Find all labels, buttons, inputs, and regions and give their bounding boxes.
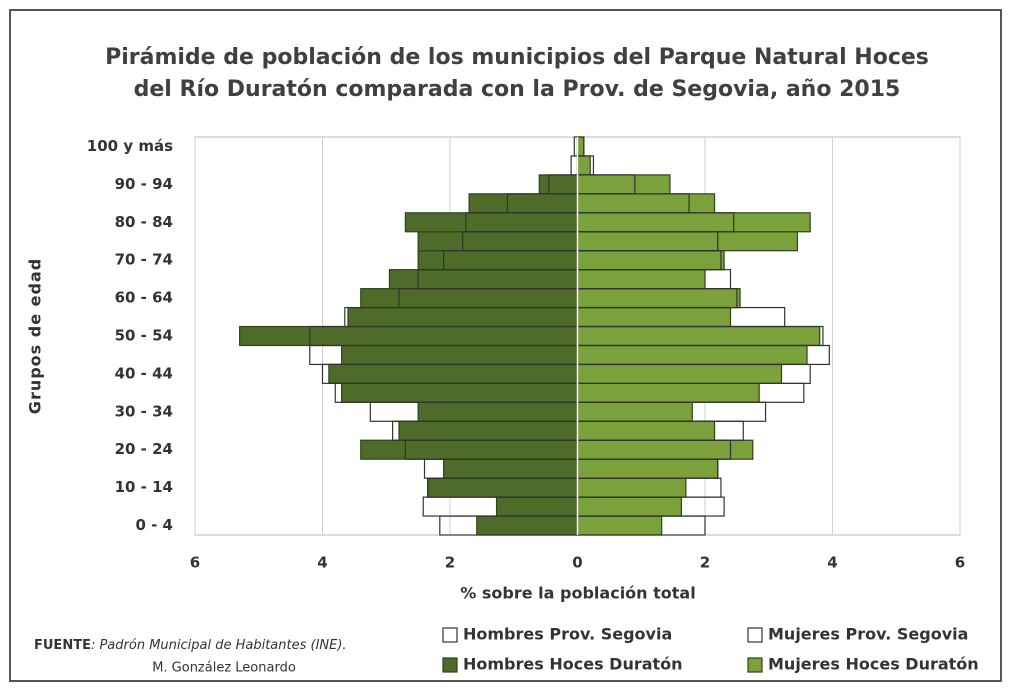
bar xyxy=(576,363,783,384)
bar xyxy=(417,401,579,422)
y-tick-label: 10 - 14 xyxy=(115,478,173,496)
y-tick-label: 60 - 64 xyxy=(115,289,173,307)
bar xyxy=(468,193,579,214)
bar xyxy=(576,458,719,479)
legend-swatch xyxy=(747,657,763,673)
bar xyxy=(239,325,579,347)
y-tick-label: 0 - 4 xyxy=(135,516,173,534)
legend-label: Mujeres Hoces Duratón xyxy=(768,655,979,674)
bar xyxy=(576,136,585,157)
bar xyxy=(576,174,671,195)
bar xyxy=(576,496,683,517)
bar xyxy=(576,515,663,536)
bar xyxy=(417,231,579,252)
bar xyxy=(495,496,579,517)
y-tick-label: 80 - 84 xyxy=(115,213,173,231)
bar xyxy=(341,344,579,366)
x-tick-label: 0 xyxy=(572,554,582,572)
x-tick-label: 4 xyxy=(827,554,837,572)
x-tick-label: 6 xyxy=(190,554,200,572)
bar xyxy=(576,344,808,366)
source-label: FUENTE xyxy=(34,638,91,653)
y-tick-label: 30 - 34 xyxy=(115,402,173,420)
chart-title: Pirámide de población de los municipios … xyxy=(105,45,929,70)
y-tick-label: 70 - 74 xyxy=(115,251,173,269)
source: FUENTE: Padrón Municipal de Habitantes (… xyxy=(34,638,347,653)
x-tick-label: 2 xyxy=(445,554,455,572)
bar xyxy=(576,306,732,328)
legend-label: Mujeres Prov. Segovia xyxy=(768,625,968,644)
bar xyxy=(360,288,579,309)
bar xyxy=(360,439,579,460)
bar xyxy=(576,382,760,403)
y-tick-label: 50 - 54 xyxy=(115,327,173,345)
bar xyxy=(576,401,693,422)
source-text: : Padrón Municipal de Habitantes (INE). xyxy=(91,638,347,653)
bar xyxy=(576,439,754,460)
bar xyxy=(398,420,579,441)
bar xyxy=(576,212,811,233)
legend-swatch xyxy=(442,657,458,673)
bar xyxy=(341,382,579,403)
legend-label: Hombres Hoces Duratón xyxy=(463,655,683,674)
bar xyxy=(576,477,687,498)
legend-label: Hombres Prov. Segovia xyxy=(463,625,672,644)
y-tick-label: 100 y más xyxy=(87,137,173,155)
legend-swatch xyxy=(747,627,763,643)
bar xyxy=(417,250,579,271)
bar xyxy=(576,269,706,290)
bar xyxy=(443,458,579,479)
bar xyxy=(576,288,741,309)
bar xyxy=(427,477,579,498)
bar xyxy=(404,212,579,233)
bar xyxy=(576,193,716,214)
y-tick-label: 20 - 24 xyxy=(115,440,173,458)
bar xyxy=(576,155,591,176)
y-tick-label: 90 - 94 xyxy=(115,175,173,193)
bar xyxy=(347,306,579,328)
bar xyxy=(476,515,579,536)
source-author: M. González Leonardo xyxy=(152,661,296,676)
bar xyxy=(576,250,725,271)
y-tick-label: 40 - 44 xyxy=(115,364,173,382)
chart-title: del Río Duratón comparada con la Prov. d… xyxy=(134,77,901,102)
x-tick-label: 6 xyxy=(955,554,965,572)
x-tick-label: 4 xyxy=(317,554,327,572)
y-axis-label: Grupos de edad xyxy=(26,258,45,414)
bar xyxy=(576,325,821,347)
x-tick-label: 2 xyxy=(700,554,710,572)
bar xyxy=(576,420,716,441)
bar xyxy=(576,231,799,252)
bar xyxy=(328,363,579,384)
x-axis-label: % sobre la población total xyxy=(460,584,695,603)
bar xyxy=(538,174,579,195)
legend-swatch xyxy=(442,627,458,643)
